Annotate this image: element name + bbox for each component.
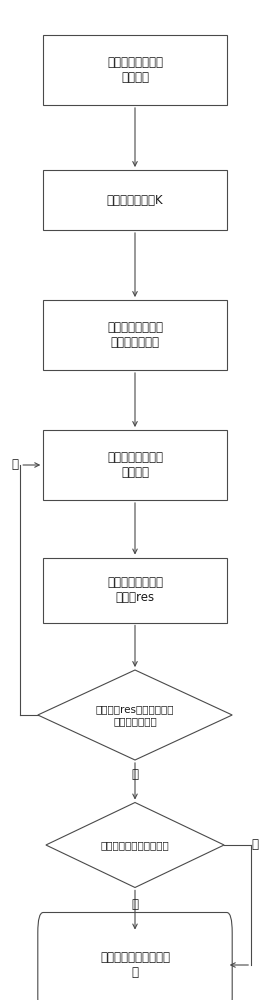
Text: 构造核稀疏非负矩
阵分解解混模型: 构造核稀疏非负矩 阵分解解混模型 (107, 321, 163, 349)
Text: 是: 是 (131, 898, 139, 912)
Text: 是: 是 (131, 768, 139, 782)
Text: 收敛残差res是否大于最小
收敛残差阈值？: 收敛残差res是否大于最小 收敛残差阈值？ (96, 704, 174, 726)
Text: 否: 否 (11, 458, 18, 472)
Text: 使用交替迭代优化
解混模型: 使用交替迭代优化 解混模型 (107, 451, 163, 479)
FancyBboxPatch shape (38, 912, 232, 1000)
Polygon shape (38, 670, 232, 760)
FancyBboxPatch shape (43, 300, 227, 370)
Text: 输出端元矩阵和丰度矩
阵: 输出端元矩阵和丰度矩 阵 (100, 951, 170, 979)
Text: 否: 否 (252, 838, 259, 852)
FancyBboxPatch shape (43, 170, 227, 230)
FancyBboxPatch shape (43, 558, 227, 622)
FancyBboxPatch shape (43, 35, 227, 105)
FancyBboxPatch shape (43, 430, 227, 500)
Text: 输入待解混图像和
解混参数: 输入待解混图像和 解混参数 (107, 56, 163, 84)
Text: 是否达到最大迭代次数？: 是否达到最大迭代次数？ (101, 840, 169, 850)
Text: 构造核函数矩阵K: 构造核函数矩阵K (107, 194, 163, 207)
Polygon shape (46, 802, 224, 888)
Text: 计算丰度矩阵的收
敛残差res: 计算丰度矩阵的收 敛残差res (107, 576, 163, 604)
